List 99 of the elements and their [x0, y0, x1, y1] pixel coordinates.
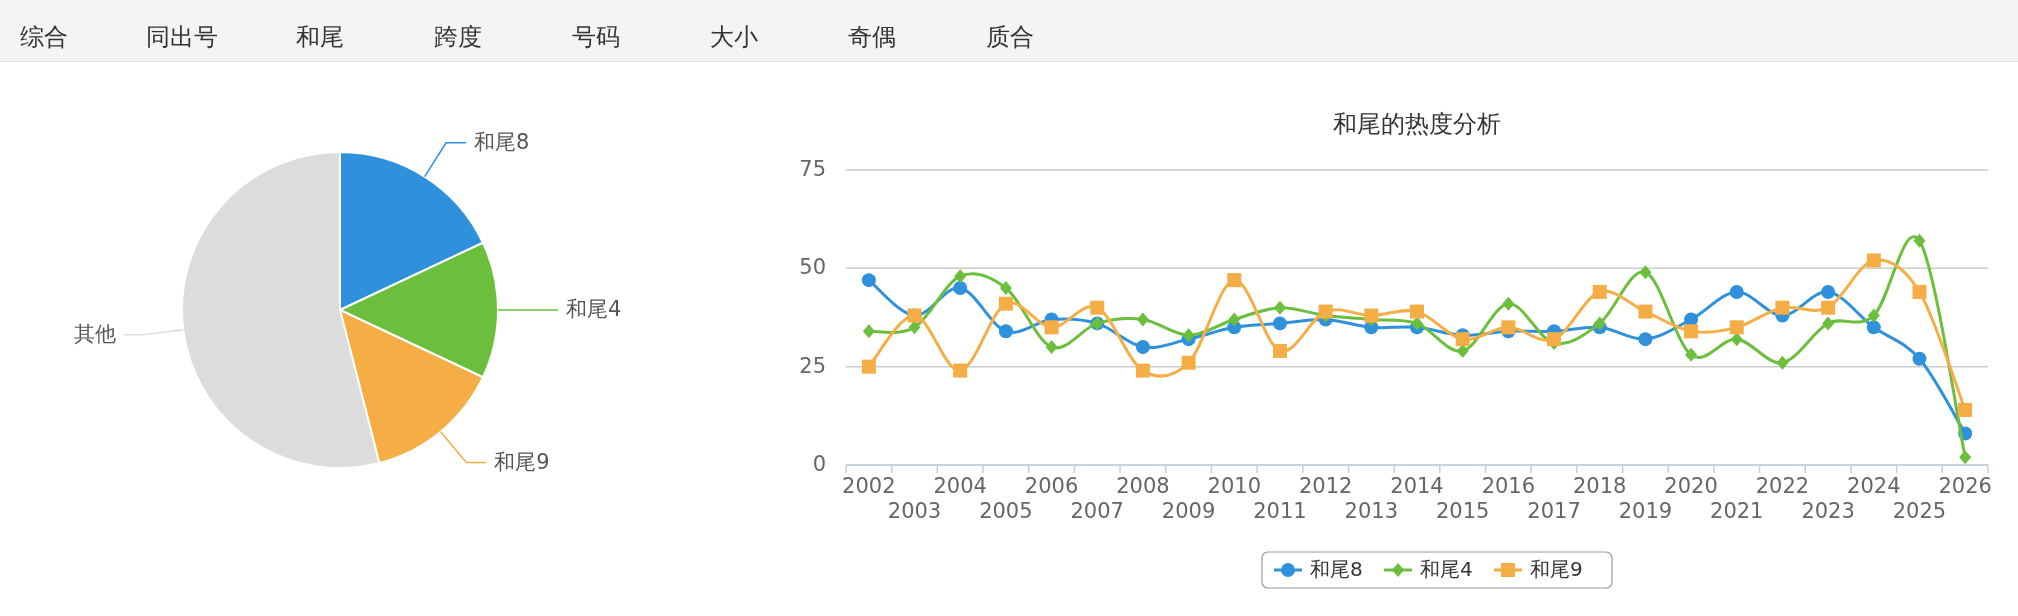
point [861, 273, 876, 288]
point [1866, 320, 1881, 335]
point [1135, 363, 1150, 378]
point [953, 281, 968, 295]
x-tick-label: 2016 [1481, 474, 1536, 498]
point [908, 320, 921, 335]
slice-label: 和尾8 [474, 129, 530, 154]
x-tick-label: 2026 [1938, 474, 1992, 498]
x-tick-label: 2011 [1253, 499, 1307, 523]
point [1729, 320, 1744, 335]
y-tick-label: 25 [799, 353, 826, 378]
point [1273, 300, 1286, 315]
chart-title: 和尾的热度分析 [1333, 110, 1501, 138]
point [1181, 355, 1196, 370]
x-tick-label: 2014 [1390, 474, 1444, 498]
point [1912, 351, 1927, 366]
point [1638, 304, 1653, 319]
point [1821, 284, 1836, 299]
point [1822, 316, 1835, 331]
point [1821, 300, 1836, 315]
x-tick-label: 2007 [1070, 499, 1124, 523]
point [862, 324, 875, 339]
x-tick-label: 2025 [1892, 499, 1947, 523]
x-tick-label: 2017 [1527, 499, 1581, 523]
slice-label: 和尾9 [494, 449, 550, 474]
slice-label: 其他 [73, 321, 116, 346]
point [999, 281, 1012, 295]
point [861, 359, 876, 374]
point [1044, 320, 1059, 335]
point [1135, 340, 1150, 354]
point [1272, 316, 1287, 331]
point [1411, 316, 1423, 331]
point [1912, 284, 1927, 299]
point [1547, 332, 1562, 347]
x-tick-label: 2013 [1344, 499, 1399, 523]
point [1729, 284, 1744, 299]
point [1593, 316, 1606, 331]
text: 大小 [710, 23, 758, 51]
point [1592, 284, 1607, 299]
point [1090, 300, 1105, 315]
x-tick-label: 2006 [1024, 474, 1079, 498]
y-tick-label: 75 [799, 157, 826, 181]
point [998, 296, 1013, 311]
x-tick-label: 2004 [933, 474, 987, 498]
y-tick-label: 50 [799, 255, 826, 280]
x-tick-label: 2023 [1801, 499, 1855, 523]
point [1730, 332, 1743, 347]
point [1410, 304, 1424, 319]
x-tick-label: 2019 [1618, 499, 1673, 523]
point [1958, 402, 1973, 417]
legend-label: 和尾8 [1310, 556, 1363, 581]
point [1045, 340, 1058, 354]
point [953, 363, 968, 378]
point [1685, 347, 1698, 362]
text: 质合 [986, 23, 1034, 51]
point [954, 269, 967, 284]
text: 奇偶 [848, 23, 896, 51]
point [1227, 273, 1242, 288]
x-tick-label: 2009 [1161, 499, 1216, 523]
text: 跨度 [434, 23, 482, 51]
x-tick-label: 2015 [1435, 499, 1490, 523]
point [998, 324, 1013, 339]
point [1318, 304, 1333, 319]
point [1775, 300, 1790, 315]
point [1228, 312, 1241, 327]
text: 号码 [572, 23, 620, 51]
point [1776, 355, 1789, 370]
x-tick-label: 2022 [1755, 474, 1810, 498]
y-tick-label: 0 [812, 452, 826, 476]
x-tick-label: 2018 [1572, 474, 1627, 498]
x-tick-label: 2005 [979, 499, 1033, 523]
point [1913, 233, 1926, 248]
point [1638, 332, 1653, 347]
text: 综合 [20, 23, 68, 51]
point [1182, 328, 1195, 343]
point [1959, 450, 1972, 465]
point [1502, 296, 1515, 311]
point [1272, 343, 1287, 358]
point [1501, 320, 1516, 335]
text: 同出号 [146, 23, 218, 51]
x-tick-label: 2020 [1664, 474, 1718, 498]
slice-label: 和尾4 [566, 297, 622, 321]
x-tick-label: 2003 [887, 499, 942, 523]
point [1684, 324, 1699, 339]
x-tick-label: 2010 [1207, 474, 1262, 498]
x-tick-label: 2021 [1710, 499, 1764, 523]
x-tick-label: 2024 [1847, 474, 1901, 498]
x-tick-label: 2002 [842, 474, 896, 498]
x-tick-label: 2012 [1298, 474, 1353, 498]
point [1455, 332, 1470, 347]
text: 和尾 [296, 23, 344, 51]
point [1639, 265, 1652, 280]
point [1364, 308, 1379, 323]
point [1867, 308, 1880, 323]
point [1136, 312, 1149, 327]
x-tick-label: 2008 [1116, 474, 1170, 498]
legend-label: 和尾4 [1420, 556, 1473, 581]
point [1866, 253, 1881, 268]
legend-label: 和尾9 [1530, 556, 1583, 581]
